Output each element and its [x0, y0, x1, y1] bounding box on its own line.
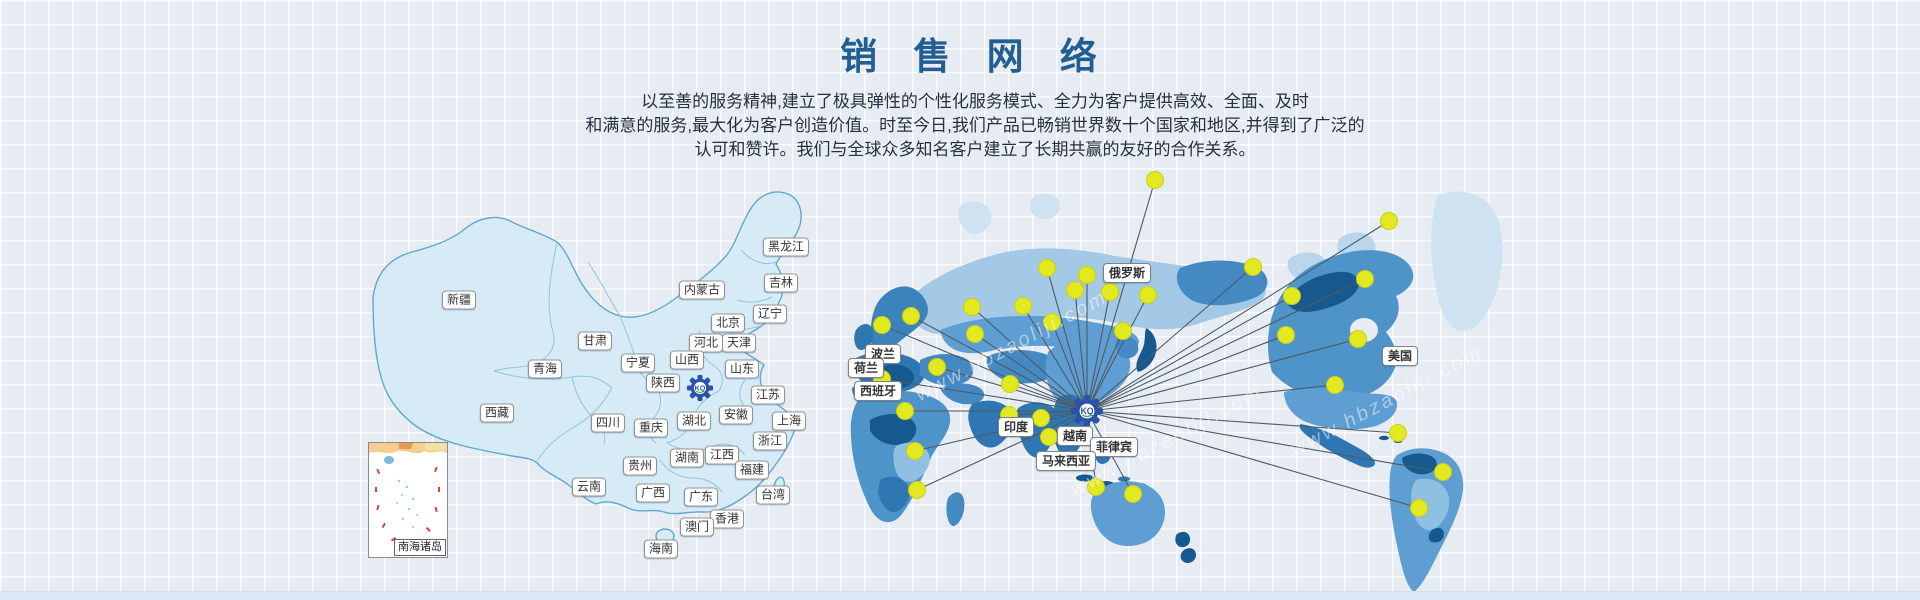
connection-line — [1051, 321, 1088, 412]
market-dot — [1124, 485, 1142, 503]
market-dot — [873, 316, 891, 334]
market-dot — [1434, 463, 1452, 481]
intro-line: 认可和赞许。我们与全球众多知名客户建立了长期共赢的友好的合作关系。 — [694, 140, 1256, 159]
market-dot — [873, 370, 891, 388]
market-dot — [902, 307, 920, 325]
island-dots — [396, 479, 418, 528]
connection-line — [1086, 220, 1390, 412]
market-dot — [896, 402, 914, 420]
connection-line — [971, 306, 1088, 412]
intro-paragraph: 以至善的服务精神,建立了极具弹性的个性化服务模式、全力为客户提供高效、全面、及时… — [0, 90, 1920, 162]
connection-line — [1086, 294, 1149, 412]
connection-line — [1086, 330, 1124, 412]
market-dot — [1326, 376, 1344, 394]
market-dot — [1114, 322, 1132, 340]
connection-line — [1086, 334, 1287, 412]
company-logo-gear-icon — [686, 374, 714, 402]
page-title: 销 售 网 络 — [840, 36, 1110, 77]
connection-line — [1086, 384, 1336, 412]
market-dot — [1066, 281, 1084, 299]
connection-line — [1086, 410, 1420, 509]
nine-dash-line — [375, 466, 440, 548]
market-dot — [1032, 409, 1050, 427]
connection-line — [910, 315, 1088, 412]
inset-title: 南海诸岛 — [394, 539, 446, 556]
market-dot — [928, 358, 946, 376]
connection-line — [1022, 305, 1088, 412]
market-dot — [1146, 171, 1164, 189]
market-dot — [1040, 428, 1058, 446]
market-dot — [908, 481, 926, 499]
market-dot — [906, 442, 924, 460]
connection-line — [1086, 291, 1111, 412]
market-dot — [1349, 330, 1367, 348]
intro-line: 和满意的服务,最大化为客户创造价值。时至今日,我们产品已畅销世界数十个国家和地区… — [585, 116, 1365, 135]
connection-line — [1086, 410, 1444, 473]
market-dot — [1000, 406, 1018, 424]
connection-line — [974, 333, 1088, 412]
connection-line — [1086, 295, 1293, 412]
bottom-divider — [0, 591, 1920, 600]
market-dot — [1038, 259, 1056, 277]
market-dot — [1283, 287, 1301, 305]
connection-line — [881, 378, 1088, 412]
market-dot — [966, 325, 984, 343]
market-dot — [1380, 212, 1398, 230]
market-dot — [1356, 270, 1374, 288]
connection-line — [1086, 179, 1156, 412]
connection-line — [1086, 410, 1399, 434]
company-logo-gear-icon — [1070, 394, 1104, 428]
connection-line — [1086, 266, 1254, 412]
market-dot — [1277, 326, 1295, 344]
market-dot — [1043, 313, 1061, 331]
connection-line — [1046, 267, 1088, 412]
connection-line — [1009, 383, 1088, 412]
market-dot — [1244, 258, 1262, 276]
connection-line — [1086, 278, 1366, 412]
market-dot — [1014, 297, 1032, 315]
market-dot — [1078, 266, 1096, 284]
connection-line — [1086, 338, 1359, 412]
market-dot — [1139, 286, 1157, 304]
intro-line: 以至善的服务精神,建立了极具弹性的个性化服务模式、全力为客户提供高效、全面、及时 — [641, 92, 1309, 111]
market-dot — [963, 298, 981, 316]
south-china-sea-inset: 南海诸岛 — [368, 442, 448, 558]
market-dot — [1410, 499, 1428, 517]
market-dots — [873, 171, 1452, 517]
connection-line — [881, 324, 1088, 412]
market-dot — [1087, 478, 1105, 496]
market-dot — [1389, 424, 1407, 442]
connection-line — [1074, 289, 1088, 412]
market-dot — [1101, 283, 1119, 301]
connection-line — [916, 410, 1088, 491]
continents — [850, 191, 1503, 592]
market-dot — [1001, 375, 1019, 393]
